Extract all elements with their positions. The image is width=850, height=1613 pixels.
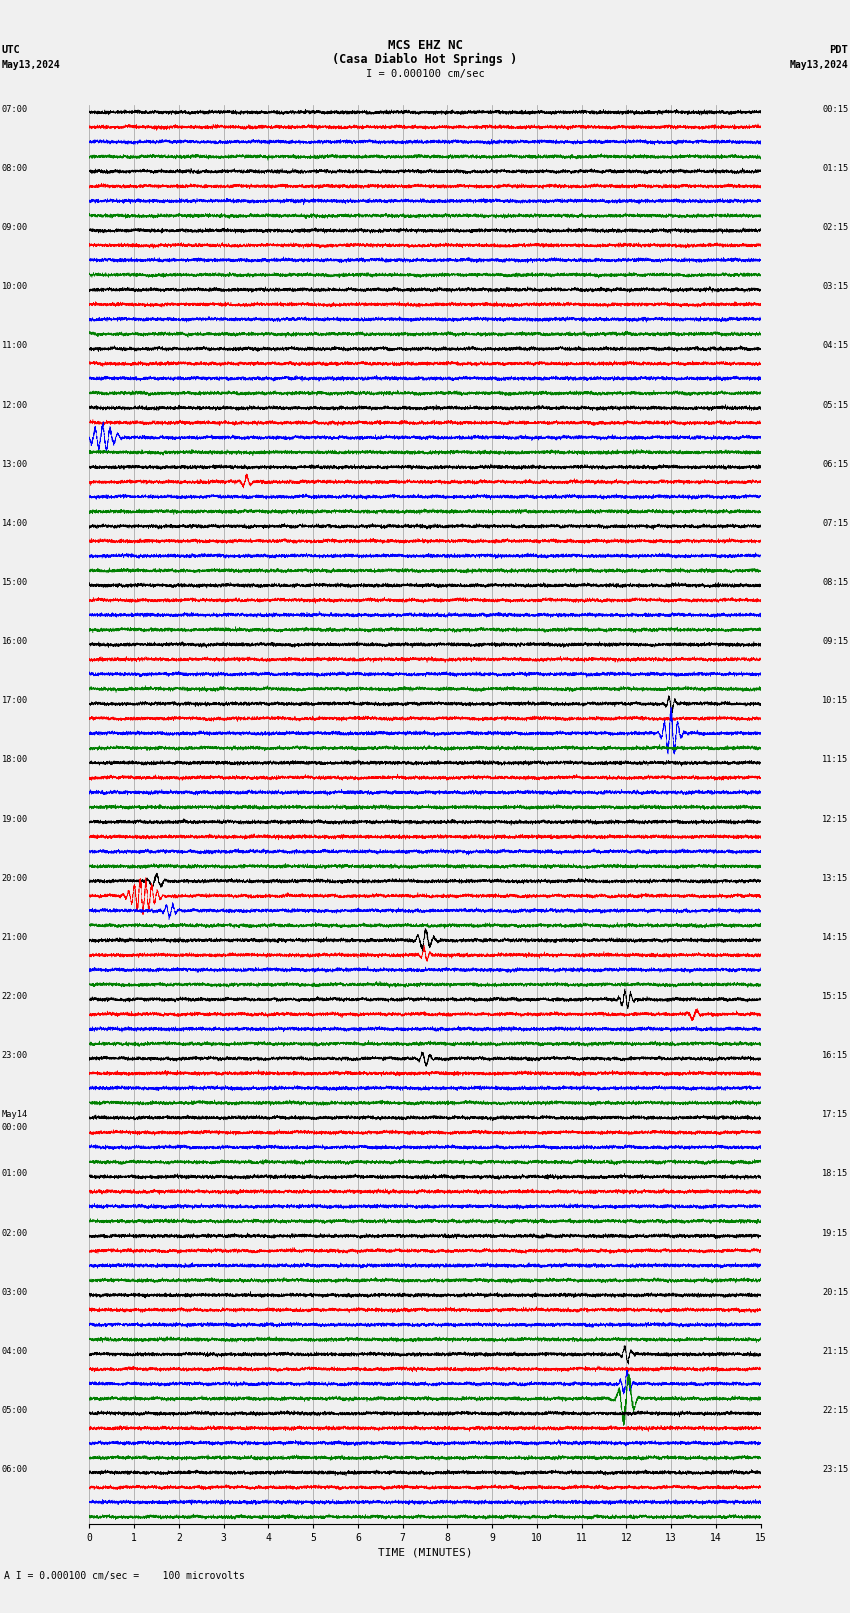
Text: 06:15: 06:15 <box>822 460 848 469</box>
Text: 11:00: 11:00 <box>2 342 28 350</box>
Text: 05:00: 05:00 <box>2 1407 28 1415</box>
Text: (Casa Diablo Hot Springs ): (Casa Diablo Hot Springs ) <box>332 53 518 66</box>
Text: 18:00: 18:00 <box>2 755 28 765</box>
Text: 04:00: 04:00 <box>2 1347 28 1357</box>
Text: A I = 0.000100 cm/sec =    100 microvolts: A I = 0.000100 cm/sec = 100 microvolts <box>4 1571 245 1581</box>
Text: 02:15: 02:15 <box>822 223 848 232</box>
Text: May13,2024: May13,2024 <box>790 60 848 69</box>
Text: 20:15: 20:15 <box>822 1287 848 1297</box>
Text: 19:15: 19:15 <box>822 1229 848 1237</box>
Text: 11:15: 11:15 <box>822 755 848 765</box>
Text: 16:00: 16:00 <box>2 637 28 647</box>
Text: 01:15: 01:15 <box>822 165 848 173</box>
Text: 13:00: 13:00 <box>2 460 28 469</box>
Text: 23:15: 23:15 <box>822 1465 848 1474</box>
Text: 08:00: 08:00 <box>2 165 28 173</box>
Text: 08:15: 08:15 <box>822 577 848 587</box>
Text: 00:00: 00:00 <box>2 1123 28 1132</box>
X-axis label: TIME (MINUTES): TIME (MINUTES) <box>377 1547 473 1558</box>
Text: 21:00: 21:00 <box>2 932 28 942</box>
Text: 12:15: 12:15 <box>822 815 848 824</box>
Text: 09:15: 09:15 <box>822 637 848 647</box>
Text: 10:15: 10:15 <box>822 697 848 705</box>
Text: 22:15: 22:15 <box>822 1407 848 1415</box>
Text: 03:00: 03:00 <box>2 1287 28 1297</box>
Text: 09:00: 09:00 <box>2 223 28 232</box>
Text: 17:00: 17:00 <box>2 697 28 705</box>
Text: May14: May14 <box>2 1110 28 1119</box>
Text: 04:15: 04:15 <box>822 342 848 350</box>
Text: 17:15: 17:15 <box>822 1110 848 1119</box>
Text: 07:15: 07:15 <box>822 519 848 527</box>
Text: PDT: PDT <box>830 45 848 55</box>
Text: 12:00: 12:00 <box>2 400 28 410</box>
Text: 06:00: 06:00 <box>2 1465 28 1474</box>
Text: 05:15: 05:15 <box>822 400 848 410</box>
Text: 13:15: 13:15 <box>822 874 848 882</box>
Text: MCS EHZ NC: MCS EHZ NC <box>388 39 462 52</box>
Text: 00:15: 00:15 <box>822 105 848 115</box>
Text: 18:15: 18:15 <box>822 1169 848 1179</box>
Text: 14:15: 14:15 <box>822 932 848 942</box>
Text: 16:15: 16:15 <box>822 1052 848 1060</box>
Text: 03:15: 03:15 <box>822 282 848 292</box>
Text: 23:00: 23:00 <box>2 1052 28 1060</box>
Text: 02:00: 02:00 <box>2 1229 28 1237</box>
Text: I = 0.000100 cm/sec: I = 0.000100 cm/sec <box>366 69 484 79</box>
Text: 10:00: 10:00 <box>2 282 28 292</box>
Text: May13,2024: May13,2024 <box>2 60 60 69</box>
Text: 22:00: 22:00 <box>2 992 28 1002</box>
Text: 15:00: 15:00 <box>2 577 28 587</box>
Text: 15:15: 15:15 <box>822 992 848 1002</box>
Text: 21:15: 21:15 <box>822 1347 848 1357</box>
Text: 20:00: 20:00 <box>2 874 28 882</box>
Text: 14:00: 14:00 <box>2 519 28 527</box>
Text: UTC: UTC <box>2 45 20 55</box>
Text: 01:00: 01:00 <box>2 1169 28 1179</box>
Text: 07:00: 07:00 <box>2 105 28 115</box>
Text: 19:00: 19:00 <box>2 815 28 824</box>
